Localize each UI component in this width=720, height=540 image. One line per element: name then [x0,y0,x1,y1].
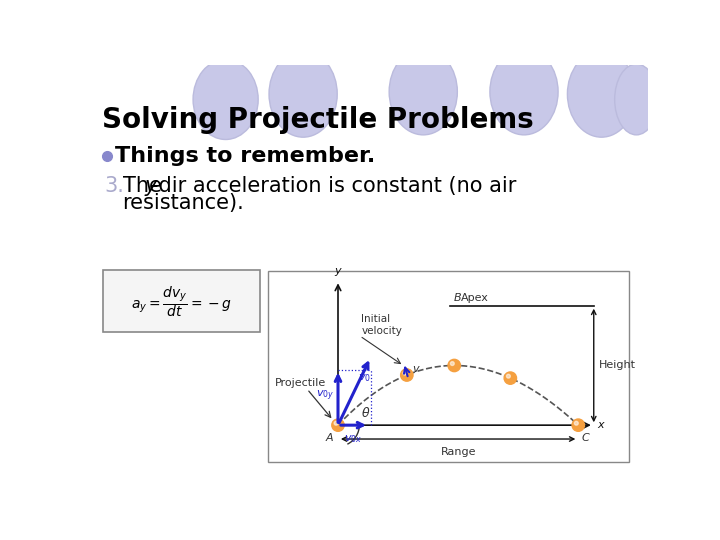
Text: -dir acceleration is constant (no air: -dir acceleration is constant (no air [151,177,517,197]
Text: Range: Range [441,447,476,457]
Text: A: A [325,433,333,443]
Text: $v_0$: $v_0$ [358,372,371,383]
Text: x: x [597,420,603,430]
Text: $v$: $v$ [413,364,421,374]
Text: 3.: 3. [104,177,124,197]
Circle shape [575,421,578,425]
Circle shape [334,421,338,425]
Ellipse shape [269,51,337,137]
Text: The: The [122,177,168,197]
Text: C: C [581,433,589,443]
Circle shape [451,362,454,366]
Text: Apex: Apex [462,293,489,303]
Text: $a_y = \dfrac{dv_y}{dt} = -g$: $a_y = \dfrac{dv_y}{dt} = -g$ [131,284,232,319]
Text: Solving Projectile Problems: Solving Projectile Problems [102,106,534,134]
Text: $v_{0x}$: $v_{0x}$ [344,433,363,444]
Circle shape [448,359,461,372]
Circle shape [572,419,585,431]
Ellipse shape [615,64,658,135]
Text: $\theta$: $\theta$ [361,406,371,420]
Circle shape [332,419,344,431]
Text: Height: Height [598,361,636,370]
Text: resistance).: resistance). [122,193,244,213]
Circle shape [504,372,516,384]
Text: y: y [335,266,341,276]
Text: Things to remember.: Things to remember. [114,146,375,166]
Text: $v_{0y}$: $v_{0y}$ [316,389,334,403]
FancyBboxPatch shape [269,271,629,462]
Text: Initial
velocity: Initial velocity [361,314,402,336]
Ellipse shape [193,59,258,139]
Circle shape [403,371,407,375]
Text: y: y [144,177,157,197]
Circle shape [506,374,510,378]
Text: Projectile: Projectile [274,378,325,388]
Ellipse shape [567,51,636,137]
Ellipse shape [490,49,558,135]
Text: B: B [454,293,461,303]
Ellipse shape [389,49,457,135]
FancyBboxPatch shape [103,271,260,332]
Circle shape [400,369,413,381]
